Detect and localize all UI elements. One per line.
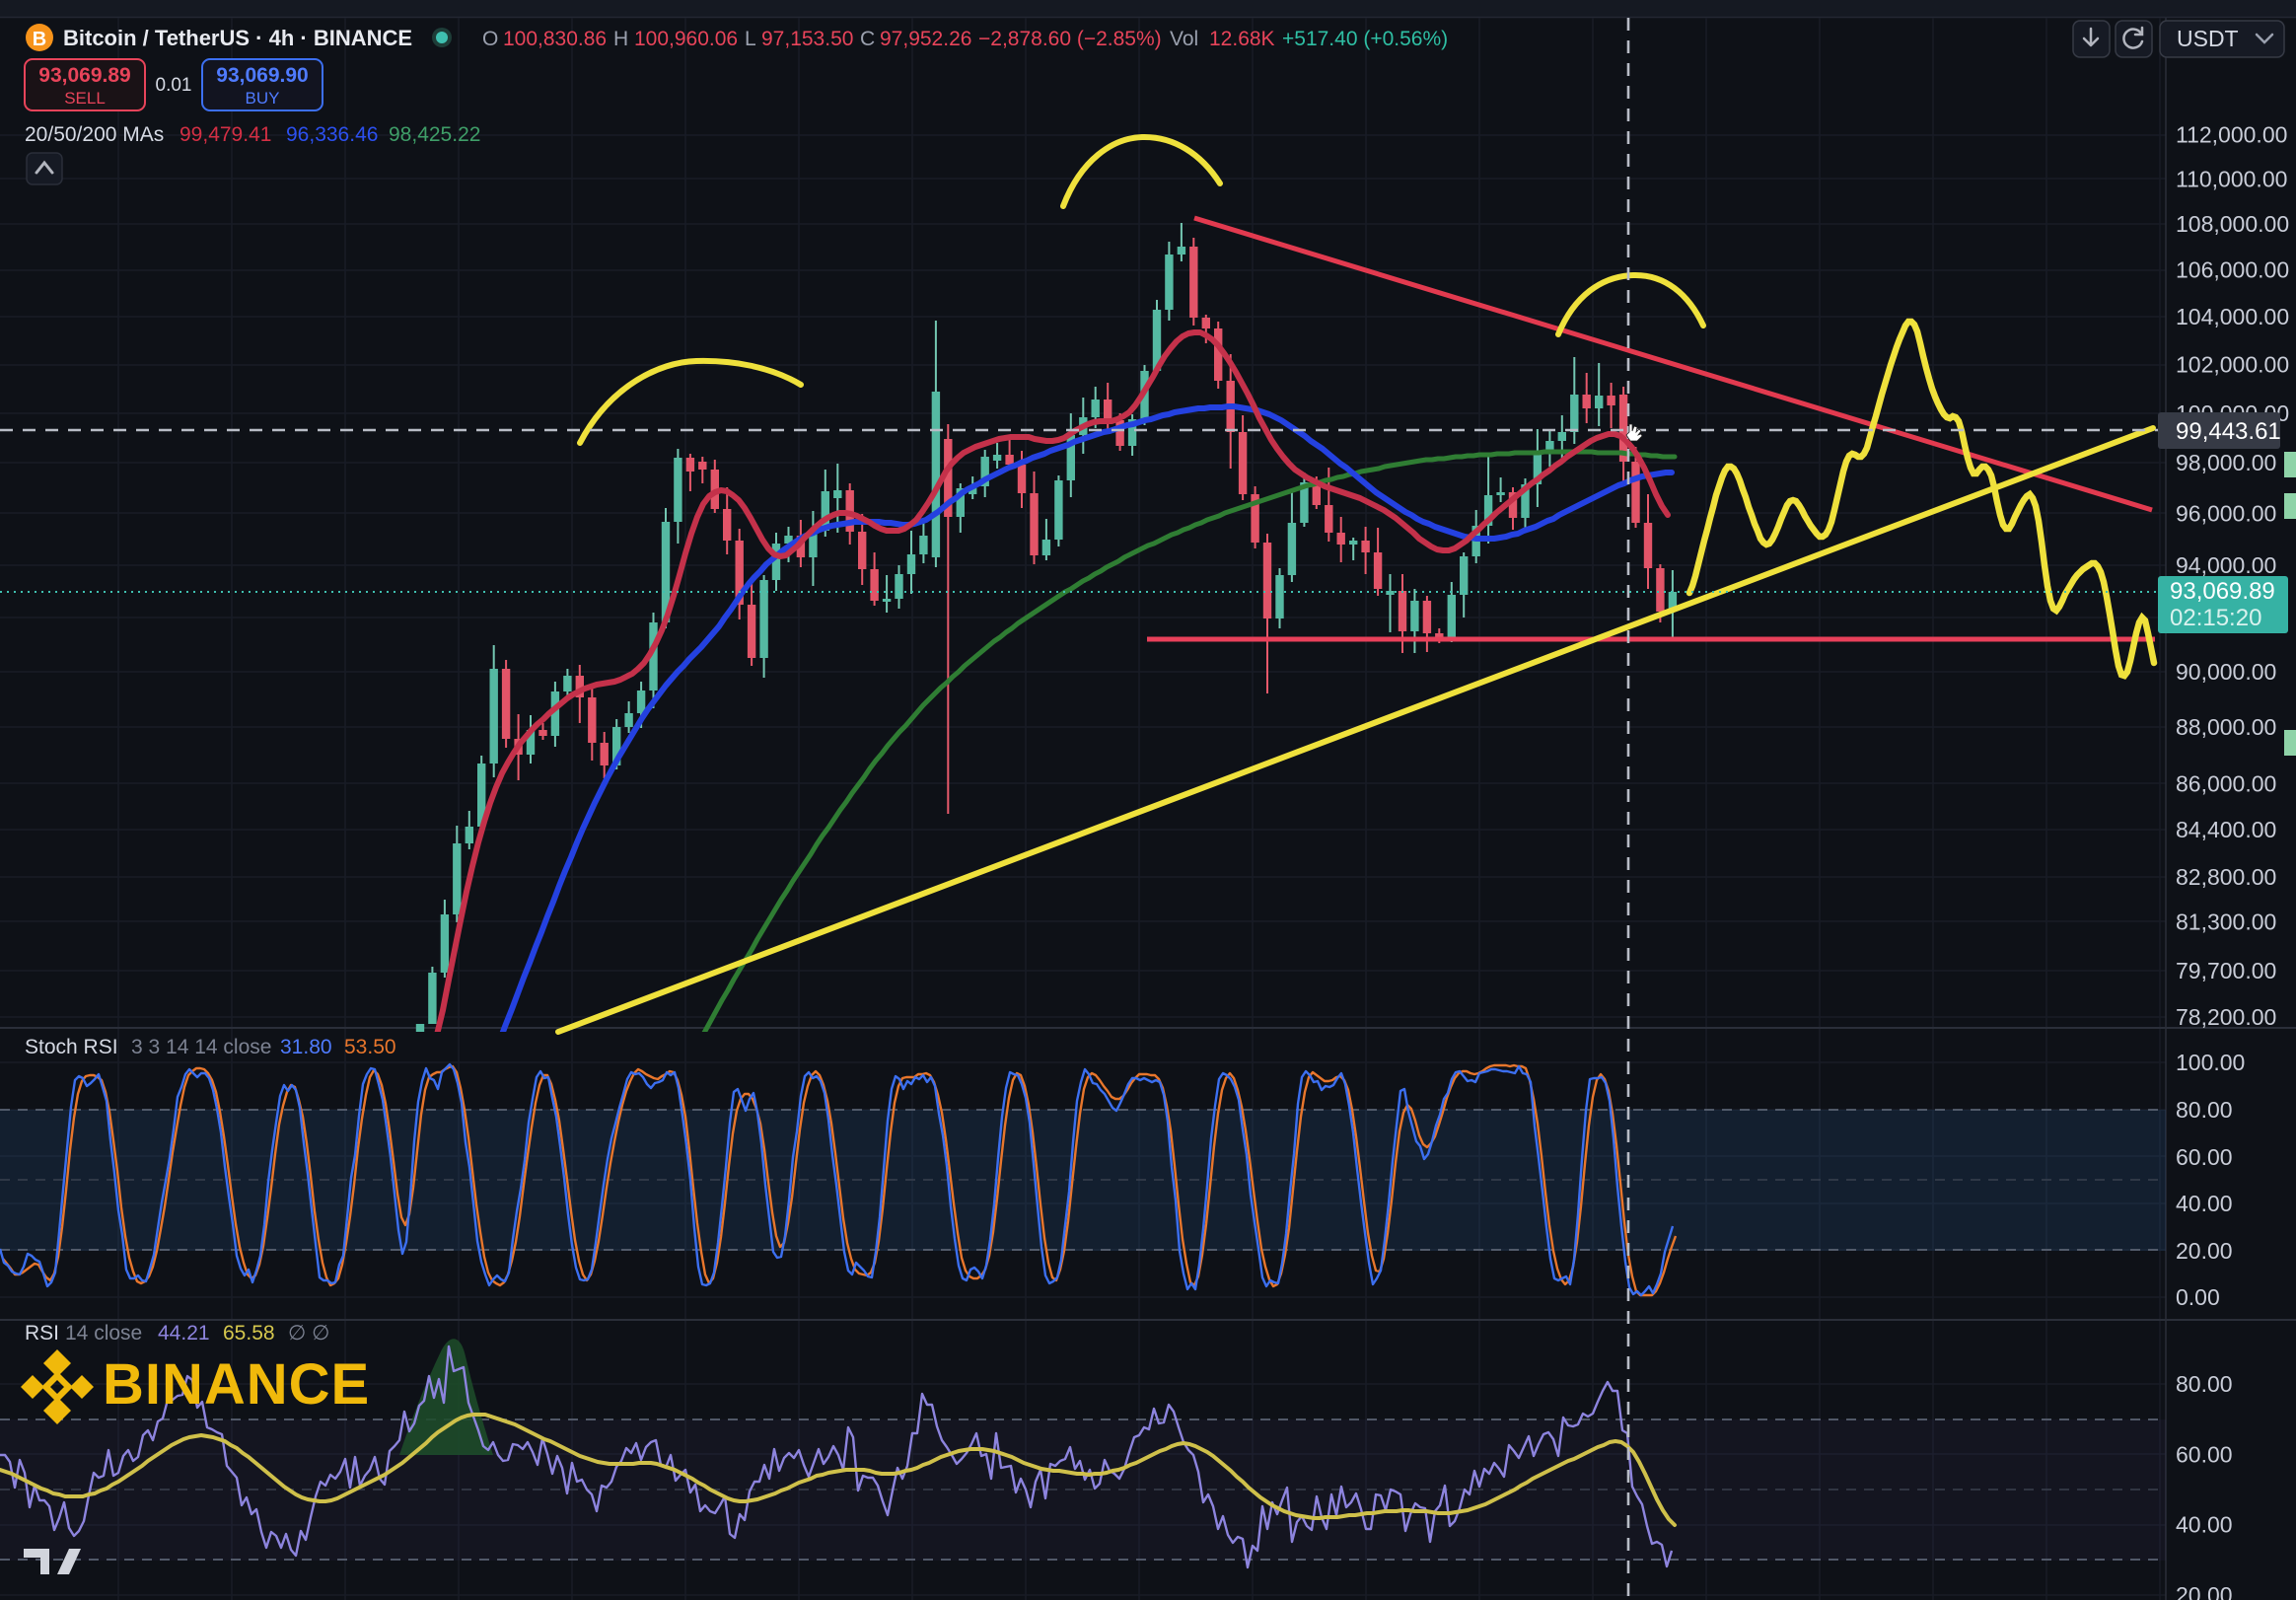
svg-text:Vol: Vol [1170, 28, 1198, 50]
svg-text:12.68K: 12.68K [1209, 28, 1275, 50]
svg-text:3 3 14 14 close: 3 3 14 14 close [131, 1036, 271, 1058]
svg-text:20/50/200 MAs: 20/50/200 MAs [25, 123, 164, 146]
svg-text:60.00: 60.00 [2176, 1144, 2233, 1170]
svg-text:−2,878.60 (−2.85%): −2,878.60 (−2.85%) [978, 28, 1162, 50]
svg-text:100,830.86: 100,830.86 [503, 28, 607, 50]
svg-text:20.00: 20.00 [2176, 1582, 2233, 1600]
svg-text:98,000.00: 98,000.00 [2176, 450, 2276, 475]
svg-text:40.00: 40.00 [2176, 1191, 2233, 1216]
svg-text:0.00: 0.00 [2176, 1284, 2220, 1310]
svg-text:65.58: 65.58 [223, 1322, 275, 1345]
svg-text:USDT: USDT [2177, 26, 2239, 51]
svg-text:99,443.61: 99,443.61 [2176, 418, 2281, 445]
svg-text:RSI: RSI [25, 1322, 59, 1345]
svg-text:0.01: 0.01 [156, 75, 192, 96]
svg-text:80.00: 80.00 [2176, 1097, 2233, 1123]
svg-text:44.21: 44.21 [158, 1322, 210, 1345]
svg-text:Bitcoin / TetherUS · 4h · BINA: Bitcoin / TetherUS · 4h · BINANCE [63, 26, 412, 50]
svg-text:20.00: 20.00 [2176, 1238, 2233, 1264]
svg-text:98,425.22: 98,425.22 [389, 123, 480, 146]
svg-text:H: H [613, 28, 628, 50]
svg-text:Stoch RSI: Stoch RSI [25, 1036, 118, 1058]
svg-text:97,153.50: 97,153.50 [761, 28, 853, 50]
svg-text:104,000.00: 104,000.00 [2176, 304, 2289, 329]
svg-text:02:15:20: 02:15:20 [2170, 605, 2261, 631]
svg-text:BINANCE: BINANCE [103, 1352, 370, 1417]
svg-text:81,300.00: 81,300.00 [2176, 909, 2276, 934]
svg-text:79,700.00: 79,700.00 [2176, 958, 2276, 983]
svg-text:96,336.46: 96,336.46 [286, 123, 378, 146]
svg-text:110,000.00: 110,000.00 [2176, 166, 2287, 191]
svg-text:106,000.00: 106,000.00 [2176, 257, 2289, 283]
svg-text:93,069.90: 93,069.90 [216, 64, 308, 87]
svg-text:53.50: 53.50 [344, 1036, 396, 1058]
svg-text:108,000.00: 108,000.00 [2176, 211, 2289, 237]
svg-text:C: C [860, 28, 875, 50]
svg-text:BUY: BUY [246, 89, 280, 108]
svg-text:+517.40 (+0.56%): +517.40 (+0.56%) [1282, 28, 1448, 50]
svg-text:40.00: 40.00 [2176, 1512, 2233, 1538]
svg-text:99,479.41: 99,479.41 [179, 123, 271, 146]
svg-text:90,000.00: 90,000.00 [2176, 659, 2276, 685]
svg-text:94,000.00: 94,000.00 [2176, 552, 2276, 578]
svg-text:82,800.00: 82,800.00 [2176, 864, 2276, 890]
svg-text:L: L [745, 28, 756, 50]
svg-text:100.00: 100.00 [2176, 1050, 2245, 1075]
svg-text:∅ ∅: ∅ ∅ [288, 1322, 329, 1345]
svg-text:O: O [482, 28, 498, 50]
svg-text:84,400.00: 84,400.00 [2176, 817, 2276, 842]
svg-text:B: B [33, 29, 46, 50]
svg-text:100,960.06: 100,960.06 [634, 28, 738, 50]
svg-text:60.00: 60.00 [2176, 1441, 2233, 1467]
svg-text:88,000.00: 88,000.00 [2176, 714, 2276, 740]
svg-text:112,000.00: 112,000.00 [2176, 122, 2287, 148]
svg-text:SELL: SELL [64, 89, 106, 108]
svg-text:96,000.00: 96,000.00 [2176, 500, 2276, 526]
svg-text:93,069.89: 93,069.89 [2170, 578, 2275, 605]
svg-text:78,200.00: 78,200.00 [2176, 1004, 2276, 1030]
svg-text:102,000.00: 102,000.00 [2176, 352, 2289, 378]
svg-text:80.00: 80.00 [2176, 1371, 2233, 1397]
svg-text:14 close: 14 close [65, 1322, 142, 1345]
svg-text:93,069.89: 93,069.89 [38, 64, 130, 87]
svg-text:31.80: 31.80 [280, 1036, 332, 1058]
svg-text:97,952.26: 97,952.26 [880, 28, 971, 50]
svg-text:86,000.00: 86,000.00 [2176, 770, 2276, 796]
